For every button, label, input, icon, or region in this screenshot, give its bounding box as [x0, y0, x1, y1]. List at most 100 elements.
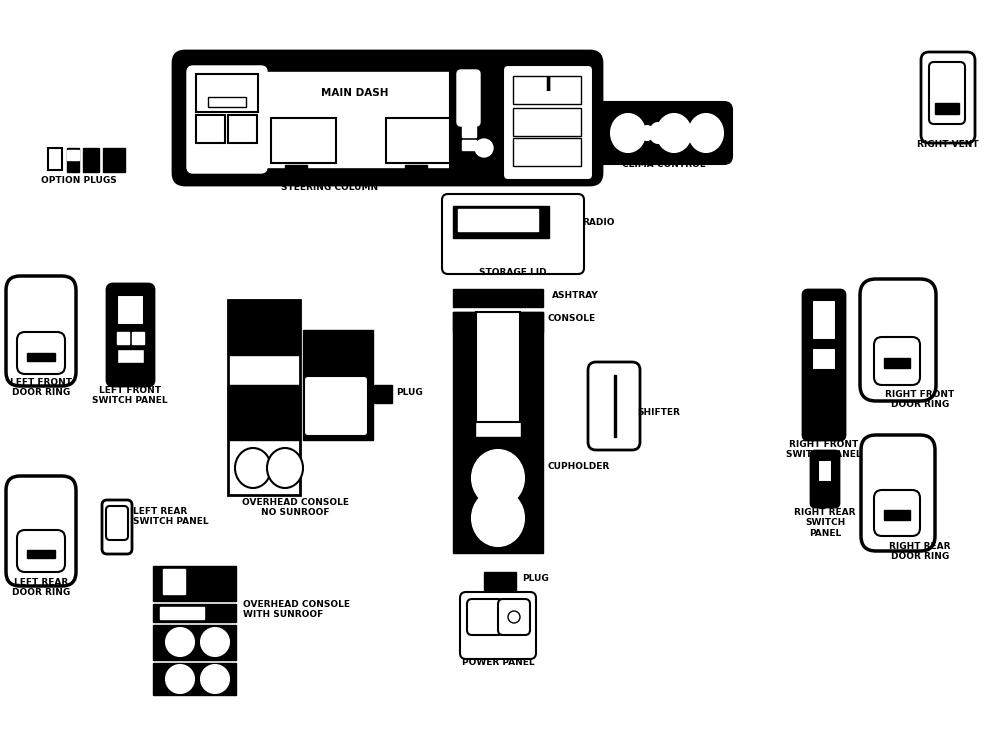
FancyBboxPatch shape — [17, 530, 65, 572]
Text: LEFT REAR
SWITCH PANEL: LEFT REAR SWITCH PANEL — [133, 507, 209, 526]
Bar — [228, 385, 300, 440]
Bar — [818, 460, 832, 482]
Bar — [462, 140, 476, 150]
FancyBboxPatch shape — [107, 284, 154, 386]
Text: LEFT REAR
DOOR RING: LEFT REAR DOOR RING — [12, 578, 70, 598]
Bar — [405, 165, 427, 181]
Circle shape — [508, 611, 520, 623]
Bar — [160, 607, 204, 619]
Bar — [153, 663, 236, 695]
Text: RIGHT REAR
DOOR RING: RIGHT REAR DOOR RING — [889, 542, 951, 562]
Bar — [228, 115, 257, 143]
Text: SHIFTER: SHIFTER — [637, 408, 680, 417]
Bar — [103, 148, 125, 172]
FancyBboxPatch shape — [929, 62, 965, 124]
Text: STORAGE LID: STORAGE LID — [479, 268, 547, 277]
Bar — [453, 312, 543, 332]
Text: RADIO: RADIO — [582, 218, 614, 227]
Bar — [132, 332, 144, 344]
Text: LEFT FRONT
DOOR RING: LEFT FRONT DOOR RING — [10, 378, 72, 398]
Bar — [484, 572, 516, 590]
Bar — [513, 76, 581, 104]
Ellipse shape — [166, 665, 194, 693]
Text: POWER PANEL: POWER PANEL — [462, 658, 534, 667]
Ellipse shape — [657, 114, 691, 152]
FancyBboxPatch shape — [442, 194, 584, 274]
FancyBboxPatch shape — [861, 435, 935, 551]
Bar — [48, 148, 62, 170]
Ellipse shape — [650, 123, 666, 143]
FancyBboxPatch shape — [803, 290, 845, 440]
Text: LEFT FRONT
SWITCH PANEL: LEFT FRONT SWITCH PANEL — [92, 386, 168, 406]
FancyBboxPatch shape — [874, 490, 920, 536]
Bar — [935, 103, 959, 114]
Bar — [117, 349, 144, 363]
Bar — [303, 330, 373, 440]
Bar — [153, 625, 236, 660]
Bar — [83, 148, 99, 172]
FancyBboxPatch shape — [457, 70, 480, 126]
FancyBboxPatch shape — [596, 102, 732, 164]
FancyBboxPatch shape — [17, 332, 65, 374]
Text: OPTION PLUGS: OPTION PLUGS — [41, 176, 117, 185]
Bar — [27, 353, 55, 361]
Text: RIGHT REAR
SWITCH
PANEL: RIGHT REAR SWITCH PANEL — [794, 508, 856, 538]
Bar — [476, 312, 520, 422]
Bar — [521, 312, 543, 437]
Bar — [374, 385, 392, 403]
Bar — [67, 148, 79, 172]
Bar — [614, 375, 616, 437]
FancyBboxPatch shape — [6, 276, 76, 386]
Text: PLUG: PLUG — [396, 388, 423, 397]
Text: CUPHOLDER: CUPHOLDER — [548, 462, 610, 471]
Bar — [271, 118, 336, 163]
Bar — [453, 206, 549, 238]
FancyBboxPatch shape — [811, 451, 839, 507]
FancyBboxPatch shape — [503, 65, 593, 180]
FancyBboxPatch shape — [498, 599, 530, 635]
Bar — [228, 300, 300, 355]
Ellipse shape — [472, 490, 524, 546]
Circle shape — [475, 139, 493, 157]
FancyBboxPatch shape — [467, 599, 503, 635]
Text: RIGHT VENT: RIGHT VENT — [917, 140, 979, 149]
FancyBboxPatch shape — [460, 592, 536, 659]
Bar — [453, 312, 475, 437]
FancyBboxPatch shape — [106, 506, 128, 540]
Bar — [884, 358, 910, 368]
Text: RIGHT FRONT
DOOR RING: RIGHT FRONT DOOR RING — [885, 390, 955, 410]
Bar — [117, 295, 144, 325]
Text: CONSOLE: CONSOLE — [548, 314, 596, 323]
Bar — [513, 108, 581, 136]
Bar — [117, 332, 129, 344]
FancyBboxPatch shape — [173, 51, 602, 185]
Bar — [812, 300, 836, 340]
Bar — [67, 150, 79, 160]
Bar — [285, 165, 307, 181]
Ellipse shape — [201, 628, 229, 656]
FancyBboxPatch shape — [102, 500, 132, 554]
Text: PLUG: PLUG — [522, 574, 549, 583]
Bar — [163, 569, 185, 594]
Ellipse shape — [235, 448, 271, 488]
Text: OVERHEAD CONSOLE
NO SUNROOF: OVERHEAD CONSOLE NO SUNROOF — [242, 498, 349, 517]
Ellipse shape — [641, 126, 653, 140]
Text: STEERING COLUMN: STEERING COLUMN — [281, 183, 379, 192]
Text: OVERHEAD CONSOLE
WITH SUNROOF: OVERHEAD CONSOLE WITH SUNROOF — [243, 600, 350, 619]
Ellipse shape — [201, 665, 229, 693]
Bar — [196, 115, 225, 143]
Bar — [266, 72, 451, 167]
FancyBboxPatch shape — [860, 279, 936, 401]
Bar — [462, 125, 476, 137]
Bar — [153, 604, 236, 622]
Bar — [453, 455, 543, 545]
Text: CLIMA CONTROL: CLIMA CONTROL — [622, 160, 706, 169]
Bar — [208, 97, 246, 107]
Text: MAIN DASH: MAIN DASH — [321, 88, 389, 98]
Bar — [153, 566, 236, 601]
Bar — [27, 550, 55, 558]
Bar — [196, 74, 258, 112]
FancyBboxPatch shape — [304, 376, 368, 436]
FancyBboxPatch shape — [6, 476, 76, 586]
Text: ASHTRAY: ASHTRAY — [552, 291, 599, 300]
